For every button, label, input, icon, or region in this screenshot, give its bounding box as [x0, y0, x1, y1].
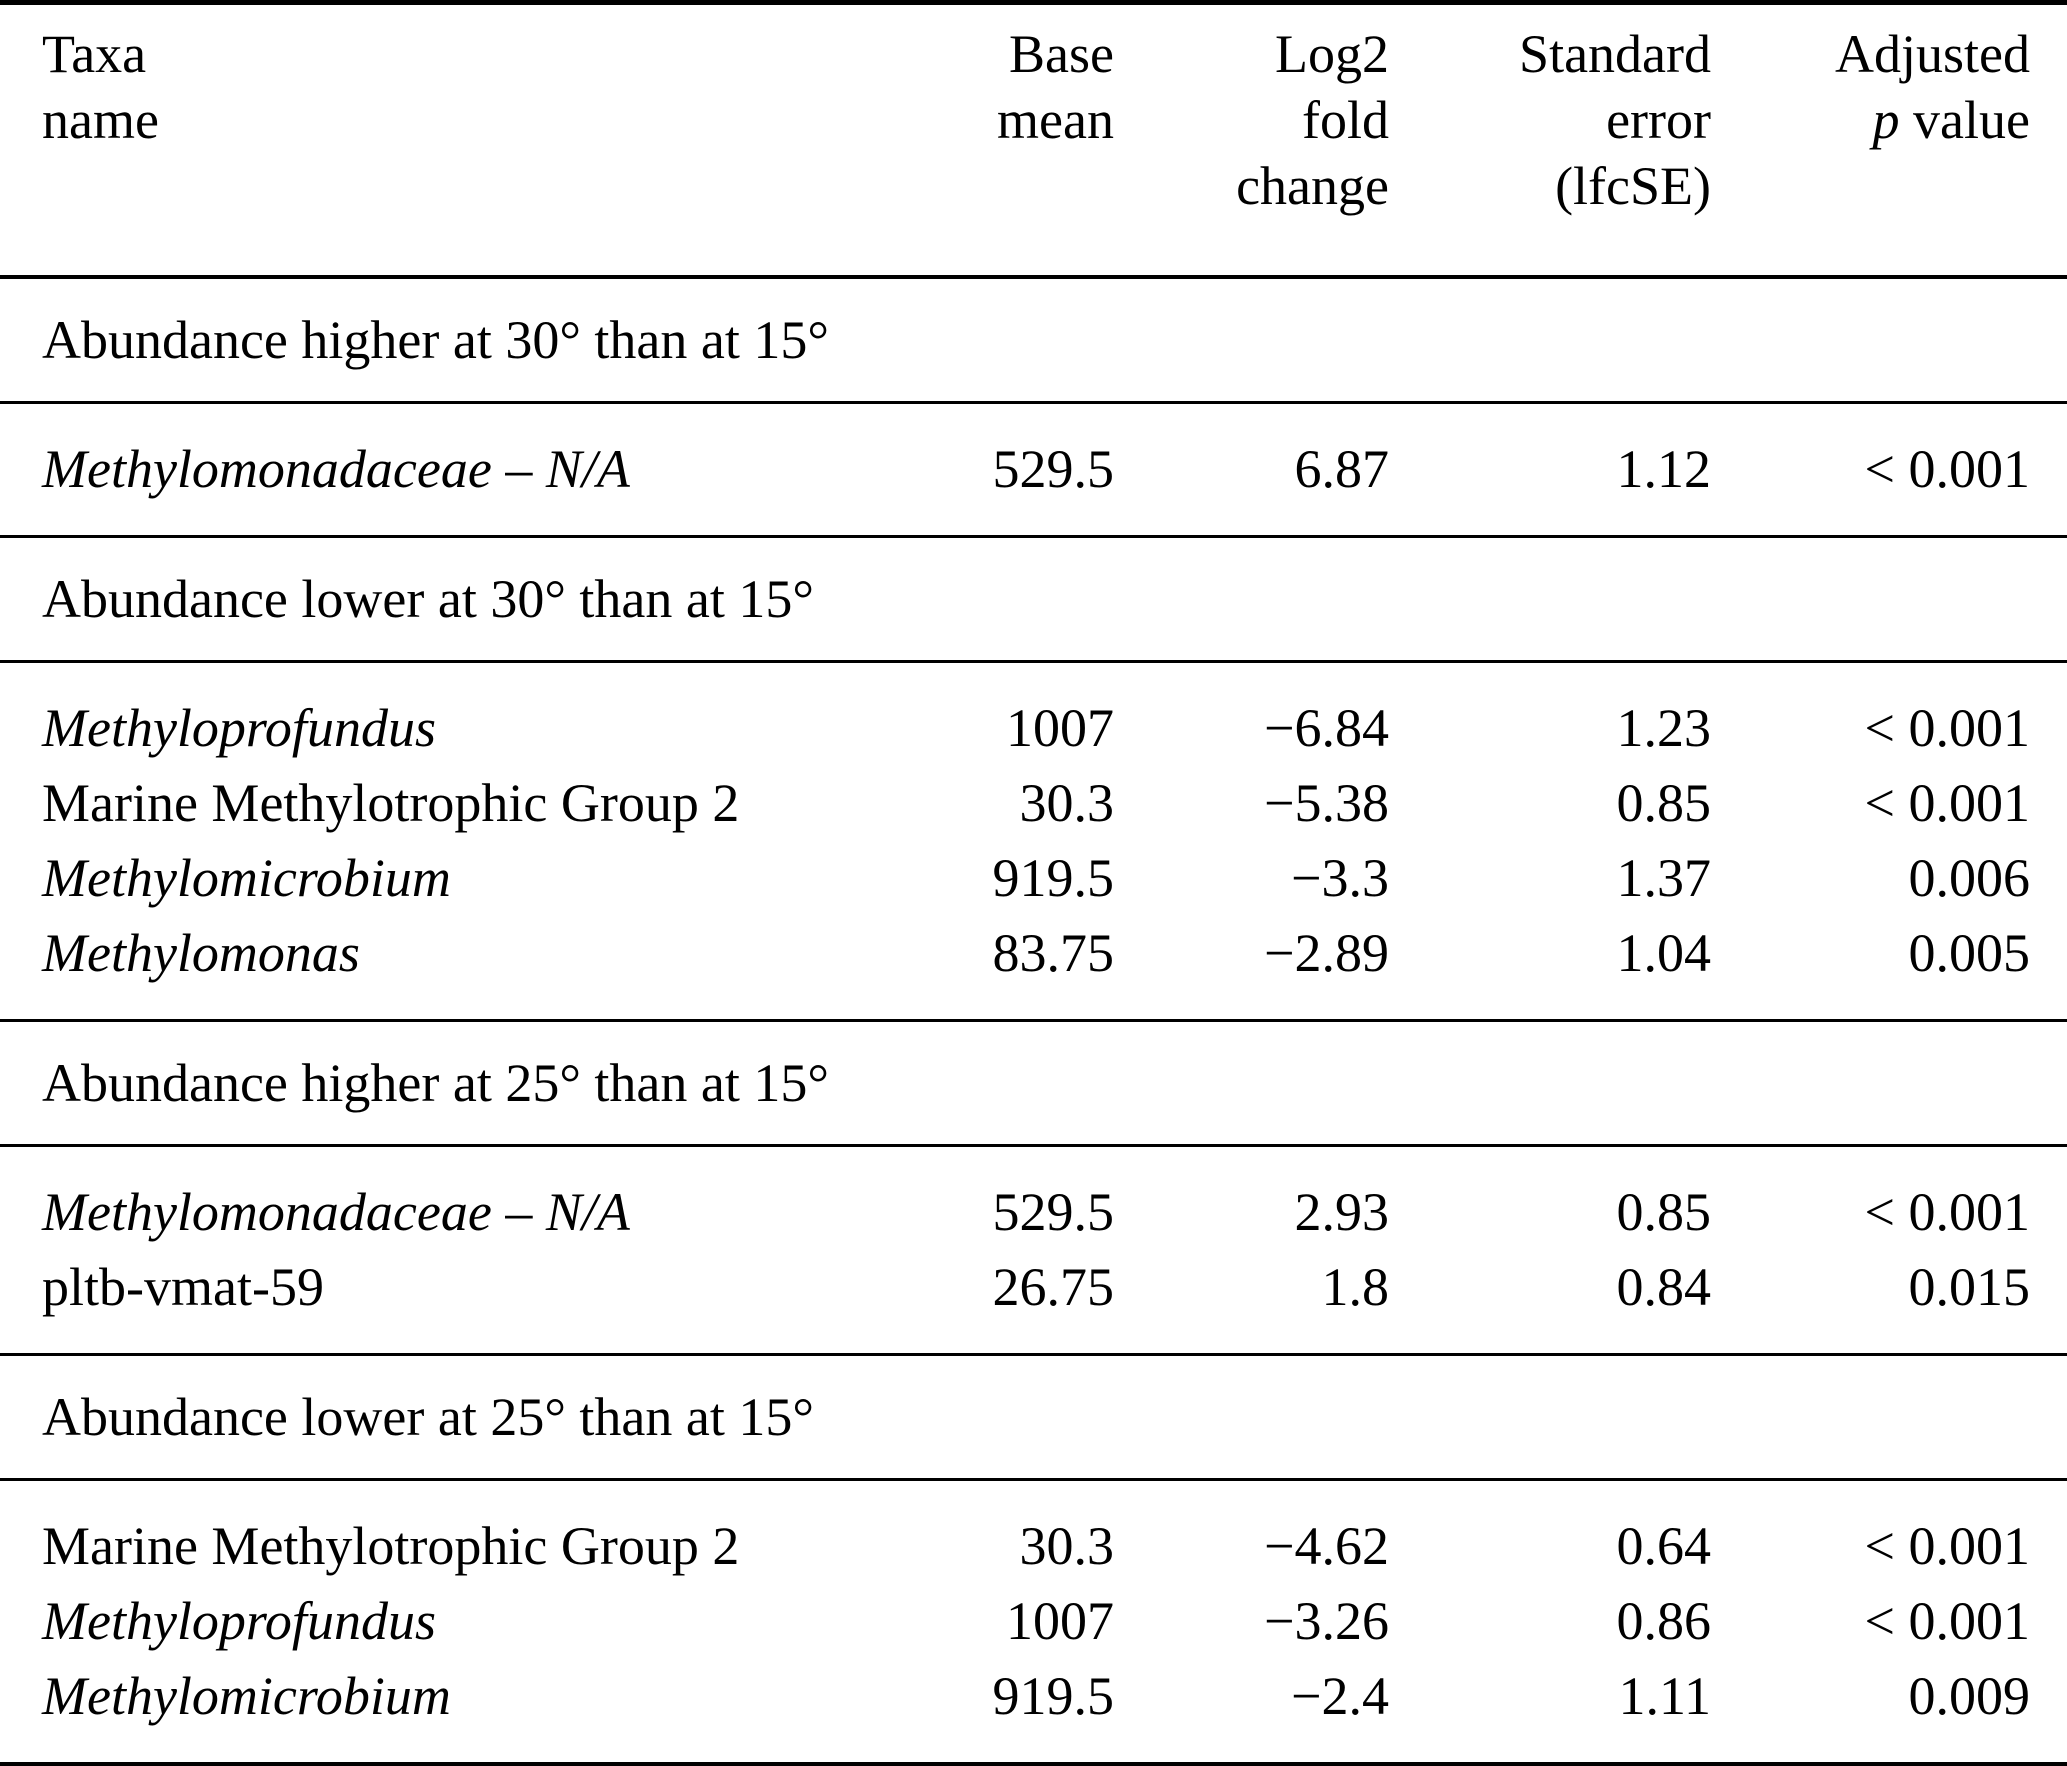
col-header-log2fc: Log2 fold change — [1236, 24, 1389, 216]
col-header-taxa: Taxa name — [42, 24, 159, 150]
log2-fold-change-cell: −4.62 — [1264, 1516, 1389, 1576]
log2-fold-change-cell: −3.26 — [1264, 1591, 1389, 1651]
table-row: Methylomonadaceae – N/A 529.5 2.93 0.85 < 0.… — [0, 1146, 2067, 1251]
section-header: Abundance higher at 25° than at 15° — [42, 1053, 829, 1113]
log2-fold-change-cell: 6.87 — [1294, 439, 1390, 499]
section-1: Abundance lower at 30° than at 15° — [0, 536, 2067, 662]
base-mean-cell: 919.5 — [992, 1666, 1115, 1726]
adjusted-p-value-cell: < 0.001 — [1864, 1182, 2030, 1242]
standard-error-cell: 0.64 — [1616, 1516, 1712, 1576]
adjusted-p-value-cell: 0.006 — [1908, 848, 2031, 908]
table-row: Methylomicrobium 919.5 −2.4 1.11 0.009 — [0, 1659, 2067, 1764]
table-row: Marine Methylotrophic Group 2 30.3 −5.38 0.… — [0, 766, 2067, 841]
table-row: Methylomicrobium 919.5 −3.3 1.37 0.006 — [0, 841, 2067, 916]
base-mean-cell: 529.5 — [992, 1182, 1115, 1242]
table-row: pltb-vmat-59 26.75 1.8 0.84 0.015 — [0, 1250, 2067, 1355]
standard-error-cell: 1.04 — [1616, 923, 1712, 983]
standard-error-cell: 0.86 — [1616, 1591, 1712, 1651]
base-mean-cell: 1007 — [1006, 1591, 1114, 1651]
header-row: Taxa name Base mean Log2 fold change Standa… — [0, 3, 2067, 278]
table-row: Methyloprofundus 1007 −6.84 1.23 < 0.001 — [0, 662, 2067, 767]
base-mean-cell: 30.3 — [1019, 773, 1115, 833]
table-row: Methyloprofundus 1007 −3.26 0.86 < 0.001 — [0, 1584, 2067, 1659]
section-2-rows: Methylomonadaceae – N/A 529.5 2.93 0.85 < 0.… — [0, 1146, 2067, 1355]
standard-error-cell: 1.23 — [1616, 698, 1712, 758]
taxa-name-cell: Marine Methylotrophic Group 2 — [42, 1516, 740, 1576]
section-0: Abundance higher at 30° than at 15° — [0, 277, 2067, 403]
standard-error-cell: 0.84 — [1616, 1257, 1712, 1317]
log2-fold-change-cell: −2.89 — [1264, 923, 1389, 983]
standard-error-cell: 1.11 — [1618, 1666, 1712, 1726]
base-mean-cell: 529.5 — [992, 439, 1115, 499]
adjusted-p-value-cell: < 0.001 — [1864, 439, 2030, 499]
base-mean-cell: 83.75 — [992, 923, 1115, 983]
standard-error-cell: 0.85 — [1616, 773, 1712, 833]
table-row: Methylomonadaceae – N/A 529.5 6.87 1.12 < 0.… — [0, 403, 2067, 537]
taxa-name-cell: Methylomicrobium — [42, 1666, 451, 1726]
taxa-name-cell: Methylomonas — [42, 923, 360, 983]
p-value-italic-label: p — [1872, 90, 1900, 150]
section-header-row: Abundance higher at 30° than at 15° — [0, 277, 2067, 403]
section-header: Abundance lower at 25° than at 15° — [42, 1387, 814, 1447]
adjusted-p-value-cell: < 0.001 — [1864, 1516, 2030, 1576]
adjusted-p-value-cell: 0.005 — [1908, 923, 2031, 983]
section-2: Abundance higher at 25° than at 15° — [0, 1020, 2067, 1146]
base-mean-cell: 919.5 — [992, 848, 1115, 908]
standard-error-cell: 1.37 — [1616, 848, 1712, 908]
section-header-row: Abundance lower at 30° than at 15° — [0, 537, 2067, 662]
section-3: Abundance lower at 25° than at 15° — [0, 1354, 2067, 1480]
log2-fold-change-cell: −2.4 — [1291, 1666, 1389, 1726]
taxa-name-cell: Methylomicrobium — [42, 848, 451, 908]
col-header-lfcse: Standard error (lfcSE) — [1519, 24, 1711, 216]
col-header-adj-p: Adjusted p value — [1712, 3, 2067, 278]
header-label-part: Adjusted — [1835, 24, 2030, 84]
adjusted-p-value-cell: 0.015 — [1908, 1257, 2031, 1317]
section-header-row: Abundance lower at 25° than at 15° — [0, 1355, 2067, 1480]
adjusted-p-value-cell: < 0.001 — [1864, 773, 2030, 833]
taxa-name-cell: Marine Methylotrophic Group 2 — [42, 773, 740, 833]
adjusted-p-value-cell: < 0.001 — [1864, 698, 2030, 758]
table-row: Marine Methylotrophic Group 2 30.3 −4.62 0.… — [0, 1480, 2067, 1585]
base-mean-cell: 1007 — [1006, 698, 1114, 758]
section-1-rows: Methyloprofundus 1007 −6.84 1.23 < 0.001 Mari… — [0, 662, 2067, 1021]
table-row: Methylomonas 83.75 −2.89 1.04 0.005 — [0, 916, 2067, 1021]
taxa-name-cell: Methyloprofundus — [42, 698, 436, 758]
section-header: Abundance higher at 30° than at 15° — [42, 310, 829, 370]
section-header-row: Abundance higher at 25° than at 15° — [0, 1021, 2067, 1146]
section-3-rows: Marine Methylotrophic Group 2 30.3 −4.62 0.… — [0, 1480, 2067, 1764]
taxa-name-cell: Methyloprofundus — [42, 1591, 436, 1651]
taxa-name-cell: Methylomonadaceae – N/A — [42, 439, 630, 499]
taxa-name-cell: Methylomonadaceae – N/A — [42, 1182, 630, 1242]
header-label-part: value — [1899, 90, 2030, 150]
standard-error-cell: 0.85 — [1616, 1182, 1712, 1242]
section-0-rows: Methylomonadaceae – N/A 529.5 6.87 1.12 < 0.… — [0, 403, 2067, 537]
log2-fold-change-cell: 1.8 — [1321, 1257, 1390, 1317]
taxa-name-cell: pltb-vmat-59 — [42, 1257, 324, 1317]
log2-fold-change-cell: −3.3 — [1291, 848, 1389, 908]
log2-fold-change-cell: 2.93 — [1294, 1182, 1390, 1242]
col-header-base-mean: Base mean — [997, 24, 1114, 150]
table-header: Taxa name Base mean Log2 fold change Standa… — [0, 3, 2067, 278]
log2-fold-change-cell: −5.38 — [1264, 773, 1389, 833]
adjusted-p-value-cell: < 0.001 — [1864, 1591, 2030, 1651]
log2-fold-change-cell: −6.84 — [1264, 698, 1389, 758]
base-mean-cell: 30.3 — [1019, 1516, 1115, 1576]
base-mean-cell: 26.75 — [992, 1257, 1115, 1317]
standard-error-cell: 1.12 — [1616, 439, 1712, 499]
adjusted-p-value-cell: 0.009 — [1908, 1666, 2031, 1726]
section-header: Abundance lower at 30° than at 15° — [42, 569, 814, 629]
